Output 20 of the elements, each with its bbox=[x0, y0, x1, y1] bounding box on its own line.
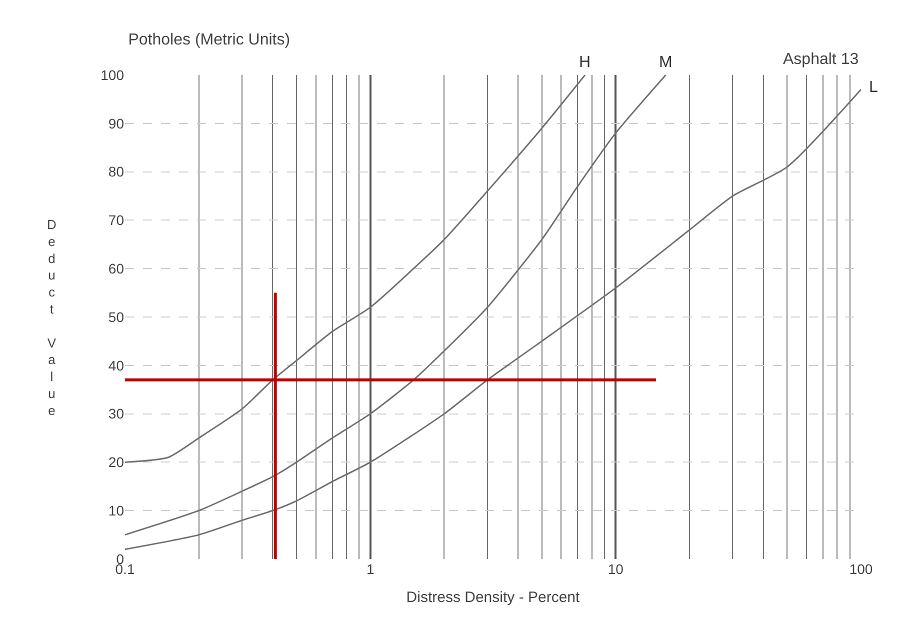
y-tick-label: 20 bbox=[108, 454, 124, 470]
x-tick-label: 10 bbox=[608, 561, 624, 577]
y-tick-label: 100 bbox=[100, 66, 124, 83]
y-tick-label: 80 bbox=[108, 164, 124, 180]
series-label: L bbox=[869, 79, 878, 96]
y-tick-label: 30 bbox=[108, 406, 124, 422]
chart-subtitle: Asphalt 13 bbox=[783, 51, 859, 68]
chart-title: Potholes (Metric Units) bbox=[128, 32, 290, 49]
x-axis-title: Distress Density - Percent bbox=[406, 589, 581, 606]
x-tick-label: 1 bbox=[366, 561, 374, 577]
y-tick-label: 90 bbox=[108, 115, 124, 132]
text: Deduct Value bbox=[47, 217, 56, 418]
y-tick-label: 70 bbox=[108, 212, 124, 228]
y-tick-label: 50 bbox=[108, 308, 124, 325]
x-tick-label: 100 bbox=[849, 561, 873, 577]
series-label: M bbox=[659, 54, 672, 71]
series-label: H bbox=[579, 54, 591, 71]
y-tick-label: 10 bbox=[108, 502, 124, 518]
y-tick-label: 60 bbox=[108, 260, 124, 276]
y-tick-label: 40 bbox=[108, 357, 124, 374]
